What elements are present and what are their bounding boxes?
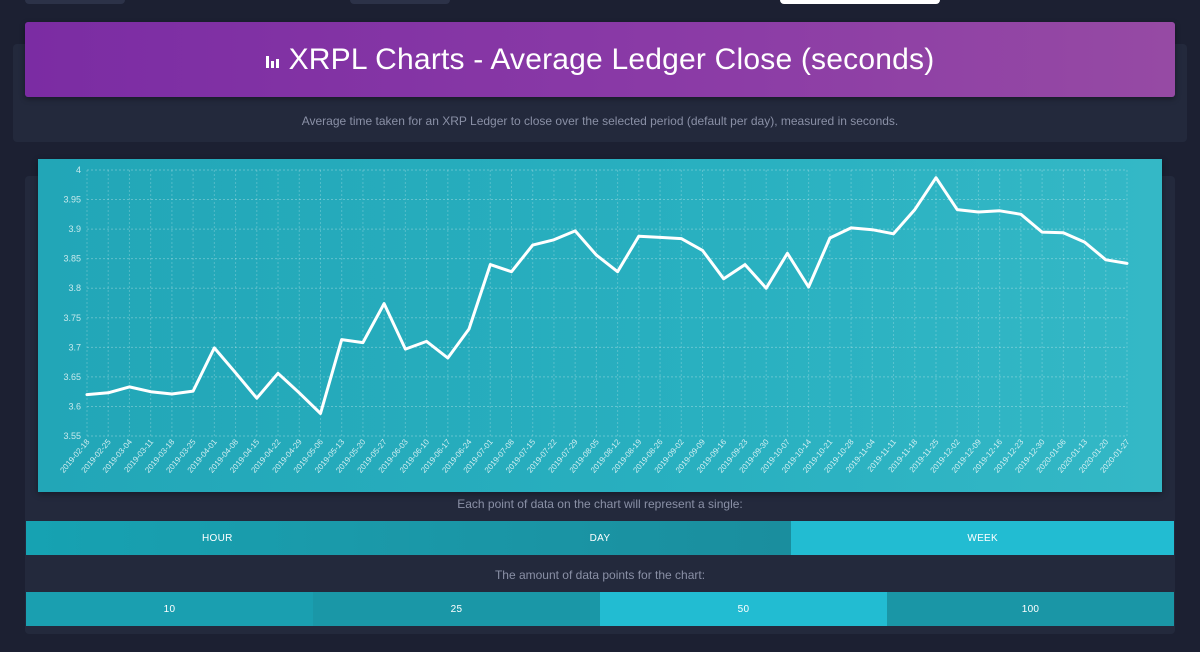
data-point [1083,241,1086,244]
data-point [404,348,407,351]
data-point [1104,258,1107,261]
data-point [701,249,704,252]
points-25-button[interactable]: 25 [313,592,600,626]
y-tick-label: 3.9 [68,224,81,234]
top-nav-stub-1[interactable] [25,0,125,4]
interval-prompt: Each point of data on the chart will rep… [457,497,743,511]
points-prompt: The amount of data points for the chart: [494,568,706,582]
interval-button-group: HOUR DAY WEEK [26,521,1175,555]
page-subtitle: Average time taken for an XRP Ledger to … [301,114,899,128]
data-point [128,385,131,388]
interval-day-button[interactable]: DAY [408,521,792,555]
data-point [934,176,937,179]
data-point [107,391,110,394]
data-point [489,263,492,266]
data-point [998,209,1001,212]
interval-hour-button[interactable]: HOUR [26,521,409,555]
series-line [85,176,1129,415]
data-point [871,228,874,231]
data-point [1019,213,1022,216]
data-point [1062,231,1065,234]
data-point [446,356,449,359]
y-tick-label: 3.55 [63,431,81,441]
data-point [298,391,301,394]
data-point [383,302,386,305]
data-point [722,277,725,280]
data-point [616,270,619,273]
y-tick-label: 3.75 [63,313,81,323]
y-tick-label: 3.95 [63,195,81,205]
data-point [552,238,555,241]
data-point [574,229,577,232]
data-point [659,236,662,239]
title-banner: XRPL Charts - Average Ledger Close (seco… [25,22,1175,97]
data-point [680,237,683,240]
data-point [1041,231,1044,234]
page-title: XRPL Charts - Average Ledger Close (seco… [288,42,935,76]
points-10-button[interactable]: 10 [26,592,313,626]
y-tick-label: 3.6 [68,401,81,411]
data-point [786,252,789,255]
data-point [170,393,173,396]
data-point [192,390,195,393]
data-point [1126,262,1129,265]
data-point [319,412,322,415]
bar-chart-icon [265,55,279,68]
data-point [531,244,534,247]
data-point [149,390,152,393]
y-tick-label: 3.65 [63,372,81,382]
data-point [255,397,258,400]
y-tick-label: 4 [76,165,81,175]
data-point [361,341,364,344]
top-nav-stub-2[interactable] [350,0,450,4]
chart-container: 3.55 3.6 3.65 3.7 3.75 3.8 3.85 3.9 3.95 4 2019-02… [38,159,1162,492]
data-point [977,210,980,213]
y-tick-label: 3.85 [63,254,81,264]
data-point [637,235,640,238]
data-point [850,226,853,229]
data-point [340,338,343,341]
data-point [510,270,513,273]
data-point [277,372,280,375]
data-point [86,393,89,396]
data-point [807,286,810,289]
data-point [765,287,768,290]
data-point [956,208,959,211]
data-point [468,328,471,331]
line-chart: 3.553.63.653.73.753.83.853.93.9542019-02… [58,165,1132,475]
points-50-button[interactable]: 50 [600,592,887,626]
data-point [213,346,216,349]
data-point [595,254,598,257]
top-nav-stub-3[interactable] [780,0,940,4]
data-point [828,236,831,239]
interval-week-button[interactable]: WEEK [791,521,1175,555]
data-point [892,232,895,235]
points-100-button[interactable]: 100 [887,592,1174,626]
y-tick-label: 3.8 [68,283,81,293]
data-point [913,208,916,211]
data-point [234,371,237,374]
data-point [743,263,746,266]
y-tick-label: 3.7 [68,342,81,352]
data-point [425,340,428,343]
points-button-group: 10 25 50 100 [26,592,1174,626]
